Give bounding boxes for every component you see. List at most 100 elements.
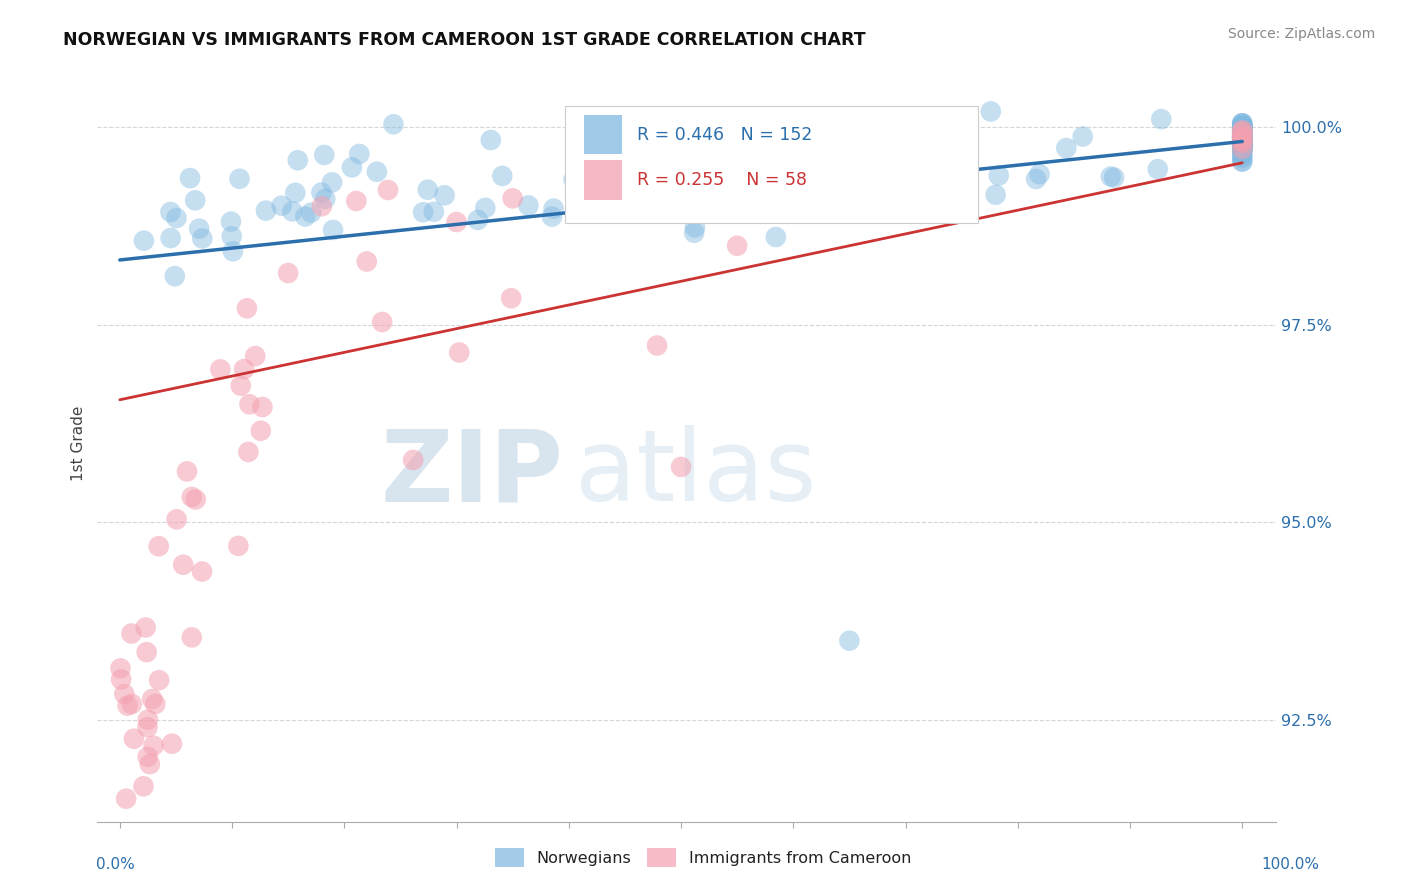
Point [121, 697, 143, 711]
Point [159, 205, 181, 219]
Point [148, 539, 170, 553]
Point [1232, 128, 1254, 143]
Point [1232, 127, 1254, 141]
Point [502, 191, 524, 205]
Point [1232, 146, 1254, 161]
Point [645, 338, 668, 352]
Point [179, 171, 201, 186]
Point [139, 757, 162, 772]
Point [135, 620, 157, 634]
Point [1232, 120, 1254, 134]
Point [945, 131, 967, 145]
Point [314, 192, 336, 206]
Point [1232, 137, 1254, 152]
Point [1232, 125, 1254, 139]
Point [491, 169, 513, 183]
Point [772, 176, 794, 190]
Point [1232, 123, 1254, 137]
Point [294, 210, 316, 224]
Point [1102, 170, 1125, 185]
Point [270, 199, 292, 213]
Point [683, 226, 706, 240]
Point [1028, 167, 1050, 181]
Point [1232, 132, 1254, 146]
Point [1232, 127, 1254, 141]
Point [366, 165, 388, 179]
Point [562, 172, 585, 186]
Point [143, 697, 166, 711]
Point [1232, 130, 1254, 145]
Point [1232, 151, 1254, 165]
Point [1232, 116, 1254, 130]
Point [344, 194, 367, 208]
Point [568, 190, 591, 204]
Point [236, 301, 259, 316]
Point [245, 349, 267, 363]
Point [501, 291, 523, 305]
Point [1232, 116, 1254, 130]
Point [1232, 129, 1254, 144]
Point [311, 199, 333, 213]
Point [1232, 139, 1254, 153]
Point [1146, 162, 1168, 177]
Point [1232, 120, 1254, 134]
Point [868, 191, 890, 205]
Point [1232, 154, 1254, 169]
Point [117, 698, 139, 713]
Point [1232, 131, 1254, 145]
Point [987, 169, 1010, 183]
Point [1232, 128, 1254, 143]
Point [191, 231, 214, 245]
Point [209, 362, 232, 376]
Point [1232, 154, 1254, 169]
Point [800, 153, 823, 168]
Point [1232, 131, 1254, 145]
Point [1232, 131, 1254, 145]
Point [281, 204, 304, 219]
Text: 0.0%: 0.0% [96, 857, 135, 872]
FancyBboxPatch shape [583, 115, 621, 154]
Point [1232, 127, 1254, 141]
Point [1232, 134, 1254, 148]
Point [1232, 134, 1254, 148]
Point [1232, 129, 1254, 144]
Point [804, 199, 827, 213]
Point [1232, 145, 1254, 159]
Point [1232, 122, 1254, 136]
Point [1232, 124, 1254, 138]
Point [765, 230, 787, 244]
Point [163, 269, 186, 284]
Point [1099, 169, 1122, 184]
Point [1232, 128, 1254, 143]
Point [121, 626, 143, 640]
Point [1232, 131, 1254, 145]
Point [1232, 140, 1254, 154]
Point [1054, 141, 1077, 155]
Point [132, 779, 155, 793]
Point [188, 221, 211, 235]
Point [314, 148, 336, 162]
Point [228, 171, 250, 186]
Point [1232, 136, 1254, 151]
Point [1232, 118, 1254, 132]
Point [1232, 131, 1254, 145]
Point [1232, 142, 1254, 156]
Point [142, 739, 165, 753]
Point [160, 737, 183, 751]
Point [980, 104, 1002, 119]
Point [449, 345, 471, 359]
FancyBboxPatch shape [583, 161, 621, 200]
Point [191, 565, 214, 579]
Text: atlas: atlas [575, 425, 817, 522]
Point [1232, 139, 1254, 153]
Text: R = 0.255    N = 58: R = 0.255 N = 58 [637, 171, 807, 189]
Point [1232, 122, 1254, 136]
Point [1232, 136, 1254, 151]
Text: NORWEGIAN VS IMMIGRANTS FROM CAMEROON 1ST GRADE CORRELATION CHART: NORWEGIAN VS IMMIGRANTS FROM CAMEROON 1S… [63, 31, 866, 49]
Point [695, 144, 717, 158]
Point [683, 220, 706, 235]
Point [948, 189, 970, 203]
Point [377, 183, 399, 197]
Point [402, 453, 425, 467]
Point [1232, 129, 1254, 144]
